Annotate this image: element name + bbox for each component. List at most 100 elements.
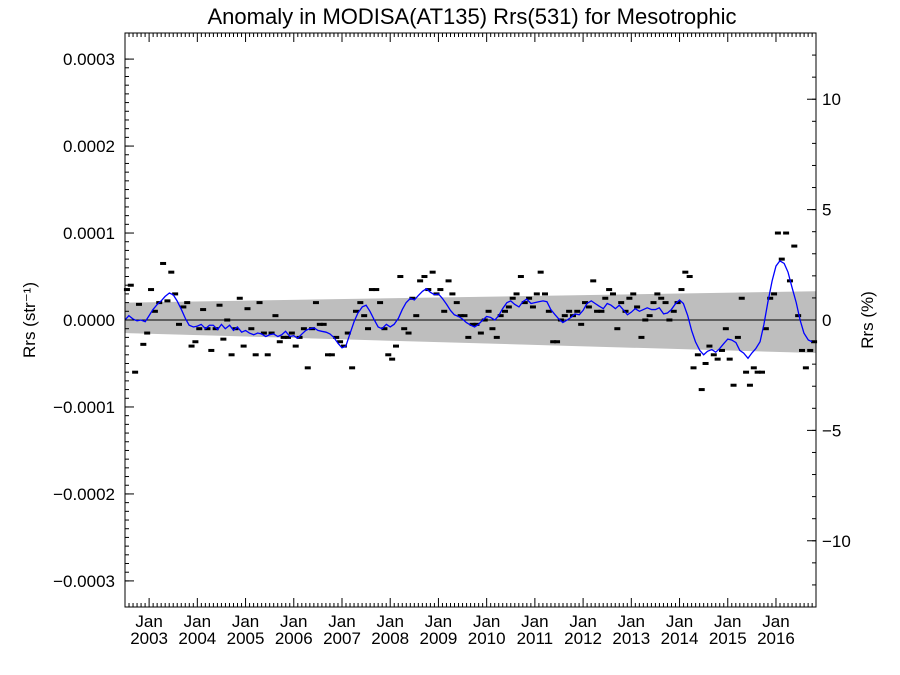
monthly-point [204,327,211,331]
x-tick-year-label: 2015 [709,629,747,648]
monthly-point [365,327,372,331]
monthly-point [144,331,151,335]
monthly-point [361,314,368,318]
y-tick-label-left: 0.0001 [63,224,115,243]
chart-title: Anomaly in MODISA(AT135) Rrs(531) for Me… [208,4,737,29]
monthly-point [658,296,665,300]
monthly-point [413,314,420,318]
monthly-point [453,301,460,305]
y-tick-label-left: −0.0002 [53,485,115,504]
monthly-point [224,318,231,322]
monthly-point [236,296,243,300]
monthly-point [542,292,549,296]
monthly-point [127,283,134,287]
monthly-point [505,305,512,309]
monthly-point [521,301,528,305]
x-tick-month-label: Jan [328,612,355,631]
x-tick-month-label: Jan [184,612,211,631]
monthly-point [807,348,814,352]
y-tick-label-left: 0.0002 [63,137,115,156]
monthly-point [517,275,524,279]
monthly-point [264,353,271,357]
monthly-point [493,335,500,339]
monthly-point [594,309,601,313]
monthly-point [750,366,757,370]
monthly-point [477,331,484,335]
monthly-point [497,314,504,318]
monthly-point [738,296,745,300]
monthly-point [662,301,669,305]
monthly-point [312,301,319,305]
monthly-point [328,353,335,357]
monthly-point [437,288,444,292]
x-tick-month-label: Jan [425,612,452,631]
monthly-point [325,353,332,357]
monthly-point [714,357,721,361]
monthly-point [762,327,769,331]
monthly-point [337,340,344,344]
monthly-point [208,348,215,352]
monthly-point [148,288,155,292]
monthly-point [598,309,605,313]
x-tick-year-label: 2003 [130,629,168,648]
monthly-point [385,353,392,357]
x-tick-year-label: 2009 [420,629,458,648]
monthly-point [585,305,592,309]
monthly-point [582,301,589,305]
monthly-point [292,344,299,348]
left-y-axis: 0.0003 0.0002 0.0001 0.0000 −0.0001 −0.0002 −0… [53,50,134,591]
monthly-point [618,301,625,305]
monthly-point [344,331,351,335]
monthly-point [566,309,573,313]
x-tick-month-label: Jan [280,612,307,631]
monthly-point [630,292,637,296]
smoothed-series-layer [124,259,813,360]
monthly-point [316,322,323,326]
x-tick-year-label: 2004 [178,629,216,648]
monthly-point [533,292,540,296]
monthly-point [602,296,609,300]
monthly-point [429,270,436,274]
monthly-point [774,231,781,235]
monthly-point [485,309,492,313]
monthly-point [706,344,713,348]
monthly-point [405,331,412,335]
monthly-point [172,292,179,296]
monthly-point [256,301,263,305]
monthly-point [513,292,520,296]
x-tick-year-label: 2013 [612,629,650,648]
monthly-point [710,353,717,357]
monthly-point [702,361,709,365]
monthly-point [718,348,725,352]
monthly-point [722,327,729,331]
monthly-point [654,292,661,296]
monthly-point [469,322,476,326]
monthly-point [192,340,199,344]
monthly-point [252,353,259,357]
monthly-point [694,353,701,357]
x-tick-year-label: 2007 [323,629,361,648]
monthly-point [578,322,585,326]
monthly-point [465,335,472,339]
monthly-point [449,292,456,296]
monthly-point [554,340,561,344]
monthly-point [176,322,183,326]
monthly-point [501,309,508,313]
monthly-point [349,366,356,370]
monthly-point [614,327,621,331]
x-tick-year-label: 2012 [564,629,602,648]
monthly-point [284,335,291,339]
monthly-point [228,353,235,357]
monthly-point [457,314,464,318]
monthly-point [196,327,203,331]
monthly-point [778,257,785,261]
monthly-point [650,301,657,305]
monthly-point [373,288,380,292]
monthly-point [481,318,488,322]
monthly-point [509,296,516,300]
monthly-point [670,309,677,313]
monthly-point [352,309,359,313]
uncertainty-band [125,291,816,354]
x-tick-year-label: 2006 [275,629,313,648]
